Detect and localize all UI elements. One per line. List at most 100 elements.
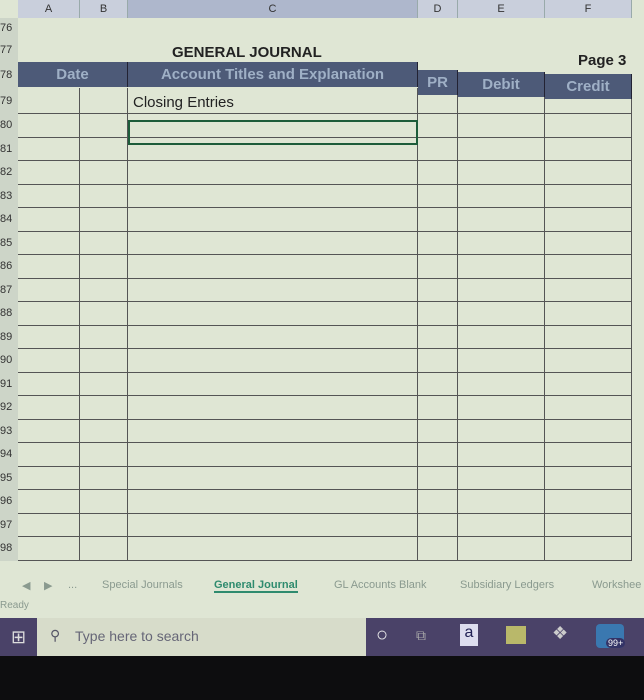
grid-cell[interactable] <box>80 325 128 349</box>
grid-cell[interactable] <box>418 184 458 208</box>
grid-cell[interactable] <box>18 114 80 138</box>
grid-cell[interactable] <box>128 372 418 396</box>
grid-cell[interactable] <box>418 443 458 467</box>
grid-cell[interactable] <box>80 114 128 138</box>
grid-cell[interactable] <box>128 490 418 514</box>
cell-closing-entries[interactable]: Closing Entries <box>133 94 234 111</box>
grid-cell[interactable] <box>80 88 128 114</box>
grid-cell[interactable] <box>128 278 418 302</box>
grid-cell[interactable] <box>418 396 458 420</box>
grid-cell[interactable] <box>418 161 458 185</box>
row-number[interactable]: 97 <box>0 513 18 537</box>
grid-cell[interactable] <box>18 88 80 114</box>
grid-cell[interactable] <box>458 255 545 279</box>
row-number[interactable]: 91 <box>0 372 18 396</box>
grid-cell[interactable] <box>128 302 418 326</box>
grid-cell[interactable] <box>80 349 128 373</box>
grid-cell[interactable] <box>18 255 80 279</box>
row-number[interactable]: 80 <box>0 114 18 138</box>
grid-cell[interactable] <box>128 255 418 279</box>
grid-cell[interactable] <box>458 372 545 396</box>
grid-cell[interactable] <box>80 419 128 443</box>
amazon-icon[interactable]: a <box>460 624 478 646</box>
grid-cell[interactable] <box>80 137 128 161</box>
grid-cell[interactable] <box>18 325 80 349</box>
grid-cell[interactable] <box>128 184 418 208</box>
grid-cell[interactable] <box>458 208 545 232</box>
row-number[interactable]: 88 <box>0 302 18 326</box>
grid-cell[interactable] <box>545 137 632 161</box>
row-number[interactable]: 82 <box>0 161 18 185</box>
column-header-A[interactable]: A <box>18 0 80 18</box>
grid-cell[interactable] <box>418 537 458 561</box>
grid-cell[interactable] <box>128 466 418 490</box>
row-number[interactable]: 79 <box>0 88 18 114</box>
file-explorer-icon[interactable] <box>506 626 526 644</box>
grid-cell[interactable] <box>458 396 545 420</box>
row-number[interactable]: 81 <box>0 137 18 161</box>
grid-cell[interactable] <box>80 278 128 302</box>
grid-cell[interactable] <box>418 513 458 537</box>
grid-cell[interactable] <box>545 396 632 420</box>
grid-cell[interactable] <box>418 255 458 279</box>
grid-cell[interactable] <box>80 490 128 514</box>
grid-cell[interactable] <box>418 302 458 326</box>
grid-cell[interactable] <box>458 114 545 138</box>
grid-cell[interactable] <box>128 325 418 349</box>
grid-cell[interactable] <box>458 161 545 185</box>
grid-cell[interactable] <box>545 88 632 114</box>
row-number[interactable]: 85 <box>0 231 18 255</box>
grid-cell[interactable] <box>418 137 458 161</box>
grid-cell[interactable] <box>545 255 632 279</box>
column-header-C[interactable]: C <box>128 0 418 18</box>
tab-worksheet[interactable]: Workshee <box>592 579 642 591</box>
grid-cell[interactable] <box>545 208 632 232</box>
grid-cell[interactable] <box>458 490 545 514</box>
row-number[interactable]: 89 <box>0 325 18 349</box>
row-number[interactable]: 92 <box>0 396 18 420</box>
grid-cell[interactable] <box>80 302 128 326</box>
grid-cell[interactable] <box>418 325 458 349</box>
grid-cell[interactable] <box>80 208 128 232</box>
grid-cell[interactable] <box>18 513 80 537</box>
grid-cell[interactable] <box>545 231 632 255</box>
grid-cell[interactable] <box>545 466 632 490</box>
row-number[interactable]: 90 <box>0 349 18 373</box>
grid-cell[interactable] <box>18 419 80 443</box>
selected-cell[interactable] <box>128 120 418 145</box>
grid-cell[interactable] <box>418 466 458 490</box>
grid-cell[interactable] <box>545 419 632 443</box>
row-number[interactable]: 78 <box>0 62 18 88</box>
grid-cell[interactable] <box>18 161 80 185</box>
grid-cell[interactable] <box>80 396 128 420</box>
tab-more[interactable]: ... <box>68 579 78 591</box>
windows-start-icon[interactable]: ⊞ <box>0 618 37 656</box>
grid-cell[interactable] <box>458 466 545 490</box>
grid-cell[interactable] <box>18 537 80 561</box>
column-header-F[interactable]: F <box>545 0 632 18</box>
grid-cell[interactable] <box>418 231 458 255</box>
row-number[interactable]: 95 <box>0 466 18 490</box>
column-header-D[interactable]: D <box>418 0 458 18</box>
row-number[interactable]: 93 <box>0 419 18 443</box>
grid-cell[interactable] <box>545 114 632 138</box>
grid-cell[interactable] <box>18 443 80 467</box>
grid-cell[interactable] <box>545 184 632 208</box>
grid-cell[interactable] <box>545 490 632 514</box>
task-view-icon[interactable]: ⧉ <box>416 627 426 643</box>
grid-cell[interactable] <box>418 419 458 443</box>
search-box[interactable]: Type here to search <box>75 628 199 644</box>
grid-cell[interactable] <box>545 278 632 302</box>
grid-cell[interactable] <box>128 349 418 373</box>
row-number[interactable]: 98 <box>0 537 18 561</box>
tab-prev-icon[interactable]: ◀ <box>22 580 31 592</box>
grid-cell[interactable] <box>80 443 128 467</box>
tab-special-journals[interactable]: Special Journals <box>102 579 183 591</box>
grid-cell[interactable] <box>18 278 80 302</box>
grid-cell[interactable] <box>128 137 418 161</box>
grid-cell[interactable] <box>80 184 128 208</box>
grid-cell[interactable] <box>458 88 545 114</box>
grid-cell[interactable] <box>458 325 545 349</box>
grid-cell[interactable] <box>80 161 128 185</box>
grid-cell[interactable] <box>545 513 632 537</box>
